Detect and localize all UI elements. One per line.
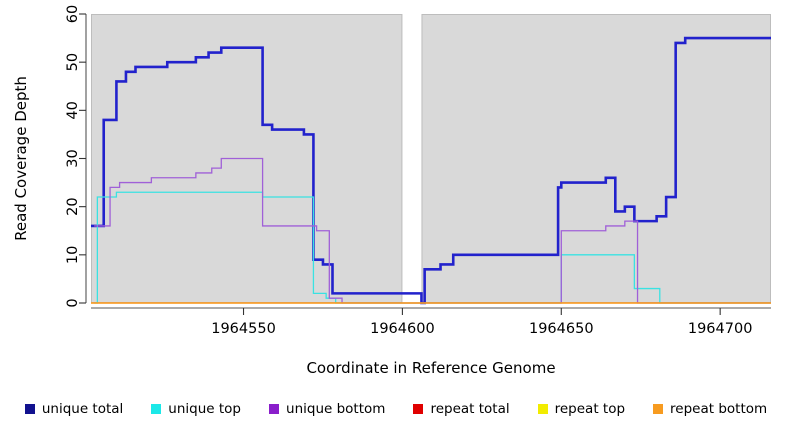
y-tick-label-0: 0 xyxy=(65,298,81,307)
legend-label: unique bottom xyxy=(286,401,386,417)
y-tick-label-20: 20 xyxy=(65,197,81,215)
y-tick-label-60: 60 xyxy=(65,5,81,23)
legend-swatch-icon xyxy=(537,404,548,414)
y-axis-title: Read Coverage Depth xyxy=(12,76,30,241)
legend-swatch-icon xyxy=(151,404,162,414)
legend-item-repeat-total: repeat total xyxy=(413,401,510,417)
legend-label: repeat total xyxy=(430,401,510,417)
x-tick-label-1964700: 1964700 xyxy=(688,321,753,337)
y-tick-label-50: 50 xyxy=(65,53,81,71)
plot-panel xyxy=(91,14,771,303)
y-tick-label-10: 10 xyxy=(65,246,81,264)
x-tick-label-1964600: 1964600 xyxy=(370,321,435,337)
legend-item-unique-total: unique total xyxy=(24,401,124,417)
legend-swatch-icon xyxy=(269,404,280,414)
y-tick-label-30: 30 xyxy=(65,149,81,167)
legend-item-unique-bottom: unique bottom xyxy=(269,401,385,417)
axis-layer xyxy=(79,13,771,315)
legend-label: repeat top xyxy=(554,401,626,417)
legend-label: unique total xyxy=(41,401,124,417)
x-tick-label-1964550: 1964550 xyxy=(211,321,276,337)
chart-legend: unique total unique top unique bottom repea… xyxy=(0,396,792,422)
legend-label: repeat bottom xyxy=(670,401,768,417)
legend-item-unique-top: unique top xyxy=(151,401,241,417)
series-unique-total xyxy=(91,36,771,305)
x-axis-title: Coordinate in Reference Genome xyxy=(306,359,555,377)
series-unique-bottom xyxy=(94,157,771,304)
legend-item-repeat-bottom: repeat bottom xyxy=(653,401,767,417)
axis-label-layer: 0 10 20 30 40 50 60 1964550 1964600 1964650 196470… xyxy=(12,5,752,377)
series-layer xyxy=(91,36,771,305)
legend-swatch-icon xyxy=(653,404,664,414)
y-tick-label-40: 40 xyxy=(65,101,81,119)
legend-swatch-icon xyxy=(24,404,35,414)
legend-swatch-icon xyxy=(413,404,424,414)
legend-item-repeat-top: repeat top xyxy=(537,401,626,417)
panel-background-1 xyxy=(421,14,771,303)
legend-label: unique top xyxy=(168,401,242,417)
x-tick-label-1964650: 1964650 xyxy=(529,321,594,337)
